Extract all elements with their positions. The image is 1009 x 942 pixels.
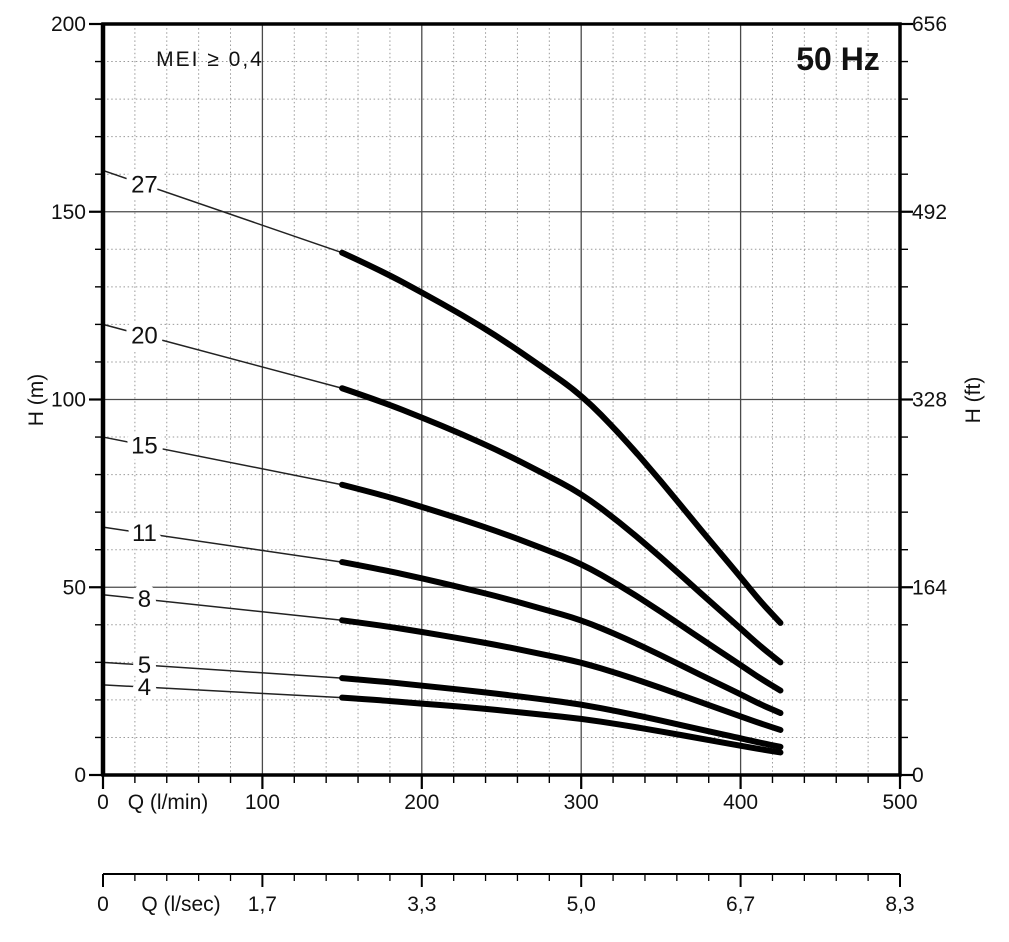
stage-label-27: 27 — [131, 172, 158, 199]
pump-curve-15 — [339, 481, 784, 694]
major-grid — [103, 24, 900, 775]
stage-label-11: 11 — [132, 520, 157, 547]
stage-leader-line-15 — [102, 436, 343, 486]
x-tick-label-500: 500 — [882, 791, 917, 814]
x-axis-lmin-title: Q (l/min) — [128, 791, 209, 814]
pump-curve-20 — [339, 385, 784, 666]
curve-group-15: 15 — [102, 426, 784, 694]
pump-curve-5 — [339, 675, 784, 750]
y-axis-m-title: H (m) — [25, 374, 48, 426]
x-tick-label-200: 200 — [404, 791, 439, 814]
curve-group-11: 11 — [102, 514, 784, 717]
y-ft-tick-label-164: 164 — [912, 576, 947, 599]
stage-leader-line-8 — [102, 594, 343, 622]
curve-group-8: 8 — [102, 580, 784, 733]
curve-group-27: 27 — [102, 166, 784, 626]
x-tick-label-400: 400 — [723, 791, 758, 814]
pump-curve-11 — [339, 559, 784, 717]
minor-grid — [103, 24, 900, 775]
x-tick-label-300: 300 — [564, 791, 599, 814]
lsec-axis: 0 1,7 3,3 5,0 6,7 8,3 — [97, 873, 915, 916]
stage-leader-line-5 — [102, 661, 343, 679]
y-axis-ft-title: H (ft) — [962, 377, 985, 424]
pump-curve-4 — [339, 694, 784, 756]
pump-curve-8 — [339, 617, 784, 733]
y-m-tick-label-0: 0 — [74, 764, 86, 787]
y-ft-tick-label-328: 328 — [912, 389, 947, 412]
y-m-tick-label-50: 50 — [63, 576, 86, 599]
stage-leader-line-20 — [102, 323, 343, 389]
y-m-tick-label-100: 100 — [51, 389, 86, 412]
lsec-tick-label-0: 0 — [97, 893, 109, 916]
y-m-tick-label-200: 200 — [51, 13, 86, 36]
stage-label-4: 4 — [138, 674, 151, 701]
curve-group-20: 20 — [102, 316, 784, 666]
x-tick-label-0: 0 — [97, 791, 109, 814]
axis-ticks — [89, 22, 913, 789]
x-axis-lsec-title: Q (l/sec) — [141, 893, 220, 916]
y-m-tick-label-150: 150 — [51, 201, 86, 224]
axis-tick-labels: 0 100 200 300 400 500 0 50 100 150 200 0 164 328 492 65… — [51, 13, 947, 814]
mei-label: MEI ≥ 0,4 — [156, 48, 264, 71]
frequency-label: 50 Hz — [796, 41, 880, 77]
y-ft-tick-label-0: 0 — [912, 764, 924, 787]
y-ft-tick-label-492: 492 — [912, 201, 947, 224]
lsec-tick-label-5,0: 5,0 — [567, 893, 596, 916]
x-tick-label-100: 100 — [245, 791, 280, 814]
lsec-tick-label-3,3: 3,3 — [407, 893, 436, 916]
stage-label-15: 15 — [131, 432, 158, 459]
stage-leader-line-11 — [102, 526, 343, 563]
lsec-tick-label-1,7: 1,7 — [248, 893, 277, 916]
stage-label-8: 8 — [138, 586, 151, 613]
stage-leader-line-27 — [102, 169, 343, 254]
lsec-tick-label-6,7: 6,7 — [726, 893, 755, 916]
y-ft-tick-label-656: 656 — [912, 13, 947, 36]
pump-curve-27 — [339, 249, 784, 626]
stage-label-20: 20 — [131, 322, 158, 349]
stage-leader-line-4 — [102, 684, 343, 699]
lsec-tick-label-8,3: 8,3 — [885, 893, 914, 916]
